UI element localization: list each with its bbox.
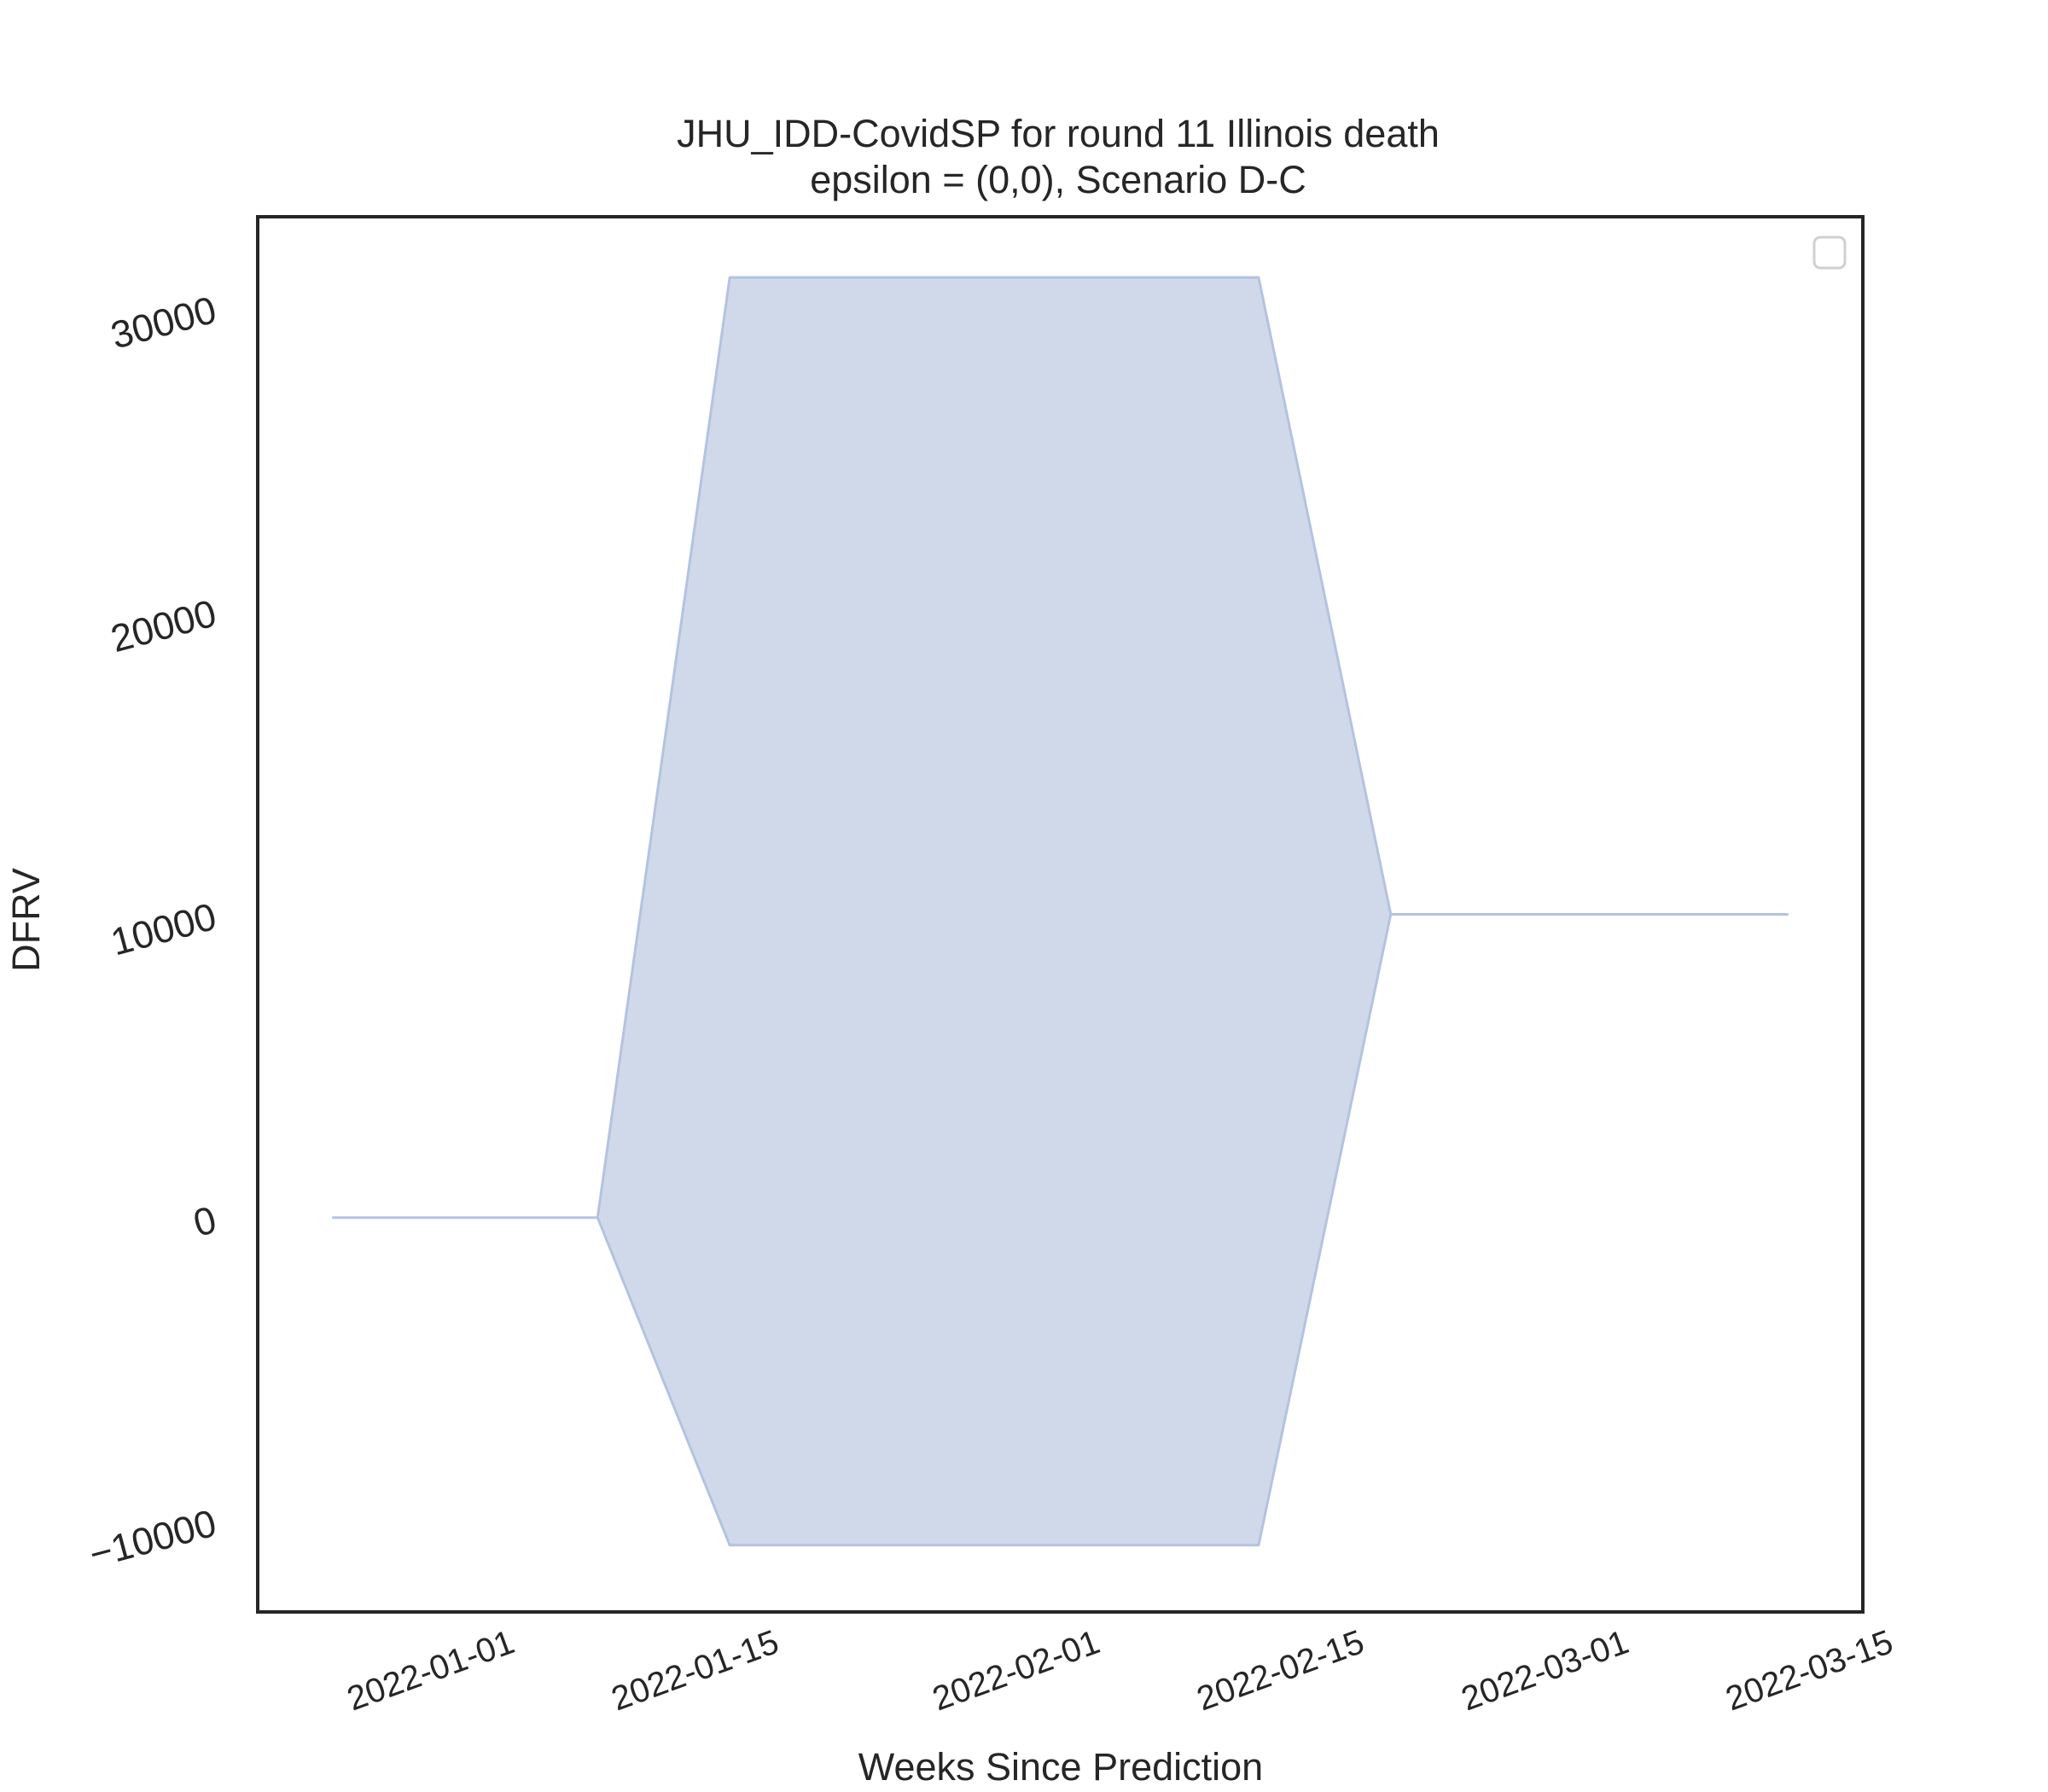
x-tick-label: 2022-02-15 (1192, 1623, 1369, 1718)
x-axis-label: Weeks Since Prediction (858, 1745, 1263, 1789)
chart-title: JHU_IDD-CovidSP for round 11 Illinois de… (677, 112, 1440, 155)
x-axis: 2022-01-01 2022-01-15 2022-02-01 2022-02-15… (342, 1623, 1898, 1718)
chart-subtitle: epsilon = (0,0), Scenario D-C (810, 158, 1306, 201)
x-tick-label: 2022-02-01 (928, 1623, 1104, 1718)
plot-area (332, 276, 1789, 1547)
y-tick-label: 10000 (107, 894, 221, 964)
x-tick-label: 2022-01-01 (342, 1623, 519, 1718)
y-tick-label: 0 (189, 1197, 220, 1245)
y-axis-label: DFRV (4, 868, 48, 972)
prediction-band (332, 276, 1789, 1547)
x-tick-label: 2022-03-15 (1721, 1623, 1898, 1718)
legend-box (1812, 236, 1847, 270)
axes-frame (256, 215, 1865, 1614)
y-axis: −10000 0 10000 20000 30000 (84, 288, 220, 1576)
x-tick-label: 2022-01-15 (607, 1623, 783, 1718)
y-tick-label: 30000 (107, 288, 221, 358)
y-tick-label: −10000 (84, 1501, 220, 1576)
x-tick-label: 2022-03-01 (1457, 1623, 1633, 1718)
y-tick-label: 20000 (107, 591, 221, 660)
